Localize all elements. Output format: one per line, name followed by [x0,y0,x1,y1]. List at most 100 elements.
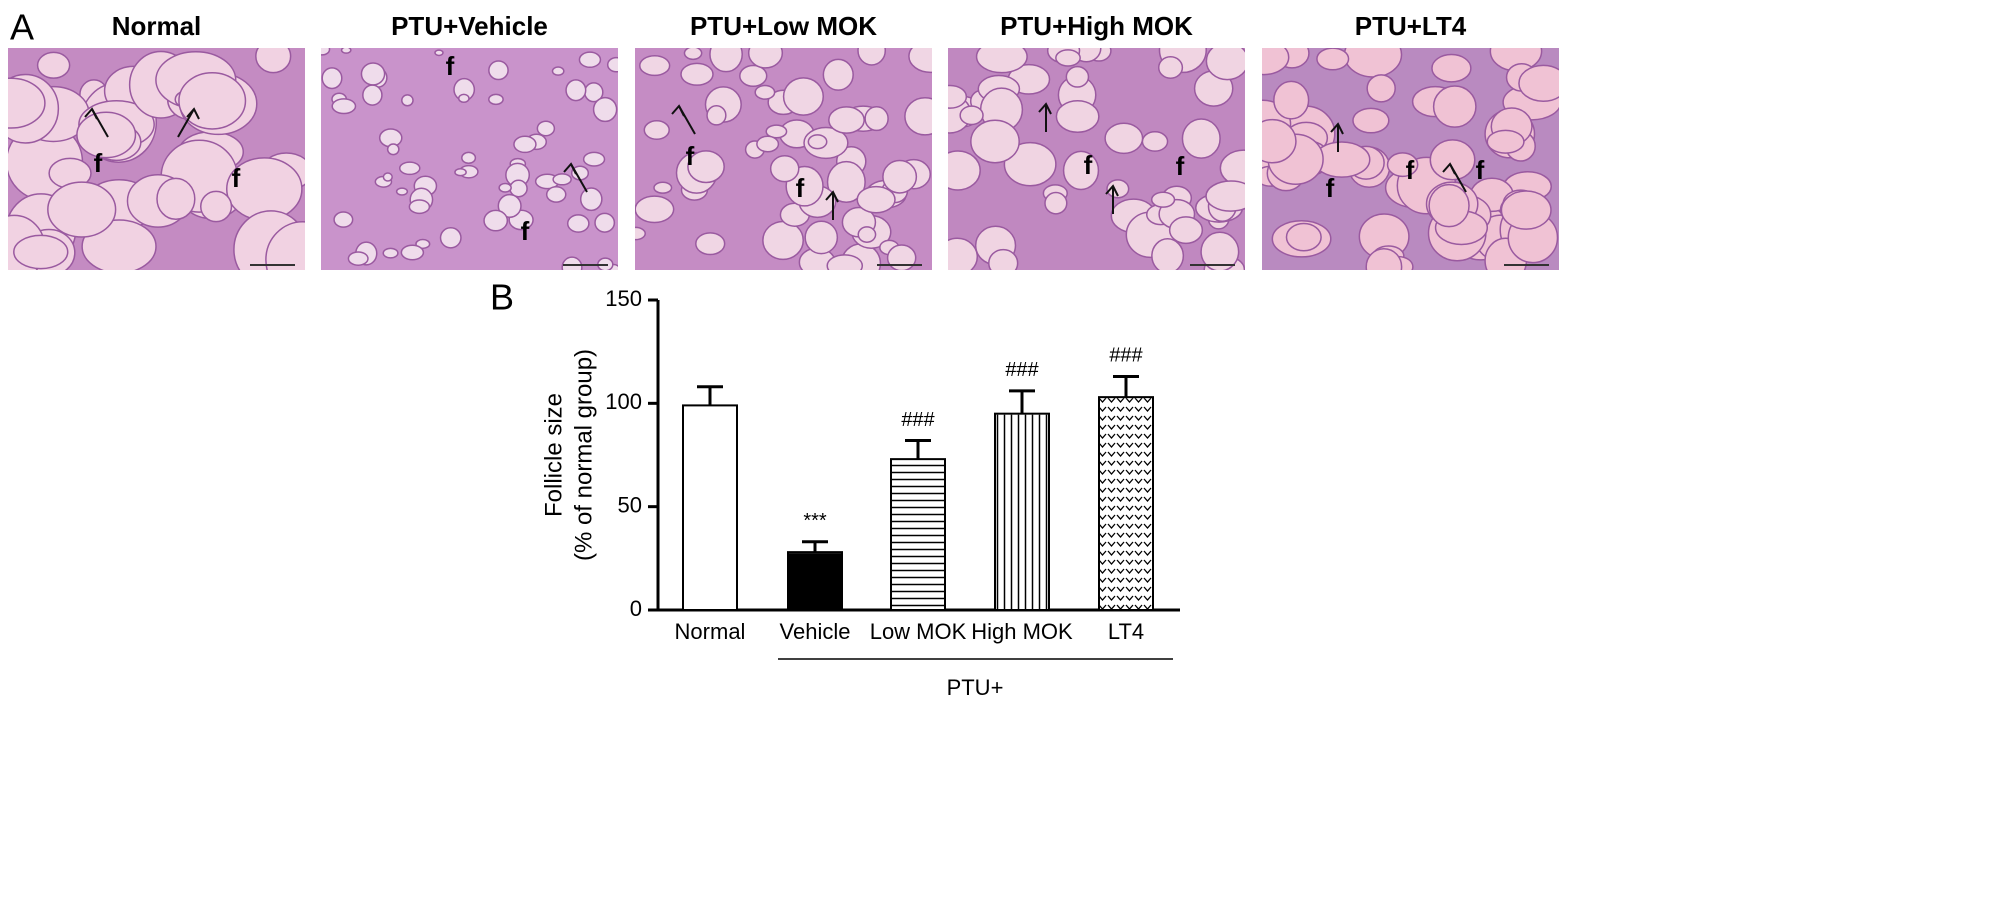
follicle [1205,180,1245,212]
follicle [1428,183,1470,228]
follicle [1432,85,1477,128]
follicle [1200,231,1240,270]
follicle [582,151,606,167]
panel-label: B [490,277,514,318]
image-title: PTU+Vehicle [391,11,548,41]
arrow-head [1038,102,1052,115]
follicle [706,105,727,126]
follicle [434,49,444,57]
follicle [592,96,618,123]
follicle [948,84,968,109]
follicle [856,185,896,214]
significance-label: ### [901,409,935,431]
follicle [1500,190,1552,230]
follicle [1055,100,1100,133]
follicle [461,151,477,165]
follicle [156,177,196,221]
arrow-head [186,107,200,120]
follicle [321,48,331,56]
x-tick-label: Normal [675,619,746,644]
follicle [1003,141,1057,187]
follicle [1055,49,1081,67]
histology-image: ff f [1262,48,1559,270]
follicle [970,119,1020,164]
bar-pattern [892,460,944,609]
panel-label: A [10,7,34,48]
follicle [882,159,918,194]
follicle [331,98,357,115]
x-tick-label: Low MOK [870,619,967,644]
follicle [606,56,618,73]
tissue [8,48,305,270]
arrow-head [563,162,577,175]
y-tick-label: 0 [630,596,642,621]
bar-pattern [789,553,841,609]
follicle [1316,48,1350,71]
follicle-marker: f [1476,155,1485,185]
follicle [401,94,414,107]
follicle [13,234,69,270]
follicle [362,84,383,106]
follicle [382,172,393,182]
follicle [1168,216,1204,245]
follicle [395,187,409,196]
follicle [561,256,583,270]
follicle [47,181,117,238]
histology-image: ff [321,48,618,270]
follicle [948,150,981,191]
follicle [408,199,431,215]
follicle-marker: f [446,51,455,81]
follicle [36,51,71,79]
follicle [1141,131,1169,152]
significance-label: ### [1109,345,1143,367]
follicle [804,220,839,255]
follicle [1181,118,1221,159]
arrow-head [671,104,685,117]
follicle [578,51,602,69]
significance-label: ### [1005,359,1039,381]
follicle [594,212,616,233]
follicle [709,48,743,73]
follicle [1205,48,1245,81]
follicle [1065,65,1090,88]
follicle [826,160,866,204]
bar [682,404,738,611]
follicle [886,244,917,270]
follicle [483,209,509,232]
follicle-marker: f [94,148,103,178]
follicle [1365,247,1403,270]
follicle [552,173,572,186]
follicle-marker: f [796,173,805,203]
follicle [333,211,354,228]
follicle [635,226,646,241]
follicle [1157,56,1184,80]
follicle [1273,80,1310,120]
follicle [1429,139,1476,181]
tissue [1262,48,1559,270]
follicle [454,168,467,177]
follicle-marker: f [686,141,695,171]
follicle [513,135,537,154]
follicle [1044,191,1068,215]
follicle [8,77,46,129]
follicle-marker: f [521,216,530,246]
follicle [545,186,567,203]
arrow-head [1105,184,1119,197]
follicle [1062,150,1100,191]
y-tick-label: 150 [605,286,642,311]
group-label: PTU+ [947,675,1004,700]
image-title: PTU+High MOK [1000,11,1193,41]
follicle [683,48,703,61]
follicle [1431,53,1472,83]
bar-pattern [996,414,1048,609]
follicle [1150,191,1176,208]
follicle [807,134,828,150]
follicle [199,190,233,223]
follicle [948,237,979,270]
follicle [769,155,800,183]
image-title: Normal [112,11,202,41]
follicle [904,96,932,136]
follicle [695,232,726,256]
